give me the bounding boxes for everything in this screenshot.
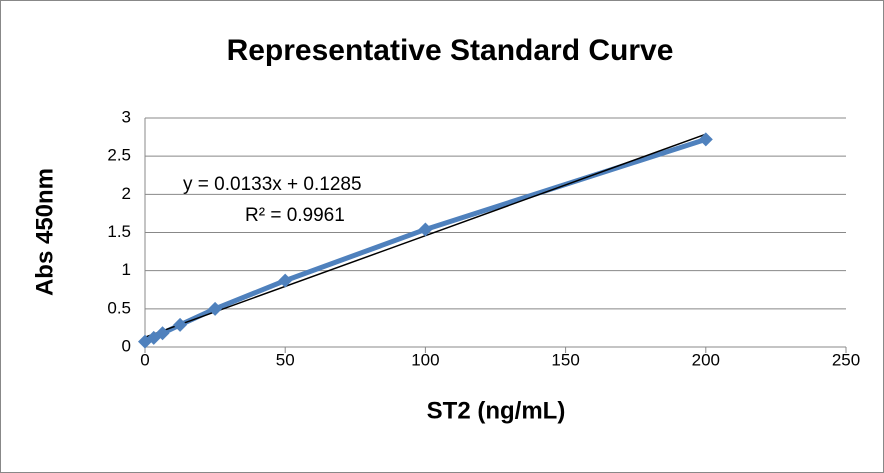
y-tick-label: 0 (122, 336, 131, 355)
y-tick-label: 1 (122, 260, 131, 279)
x-tick-label: 250 (832, 350, 860, 369)
y-tick-label: 2 (122, 184, 131, 203)
y-tick-label: 2.5 (107, 146, 131, 165)
data-point (278, 273, 293, 288)
x-tick-label: 0 (140, 350, 149, 369)
data-point (173, 317, 188, 332)
r-squared: R² = 0.9961 (245, 205, 345, 226)
data-point (155, 326, 170, 341)
y-tick-label: 1.5 (107, 222, 131, 241)
trendline-equation: y = 0.0133x + 0.1285 (183, 174, 362, 195)
chart-title: Representative Standard Curve (227, 34, 674, 67)
data-point (698, 132, 713, 147)
y-tick-label: 3 (122, 107, 131, 126)
x-tick-label: 200 (692, 350, 720, 369)
x-axis-label: ST2 (ng/mL) (427, 397, 566, 424)
y-tick-label: 0.5 (107, 298, 131, 317)
x-tick-label: 150 (551, 350, 579, 369)
data-point (418, 222, 433, 237)
y-axis-label: Abs 450nm (31, 168, 58, 296)
x-tick-label: 100 (411, 350, 439, 369)
x-tick-label: 50 (276, 350, 295, 369)
data-point (208, 301, 223, 316)
